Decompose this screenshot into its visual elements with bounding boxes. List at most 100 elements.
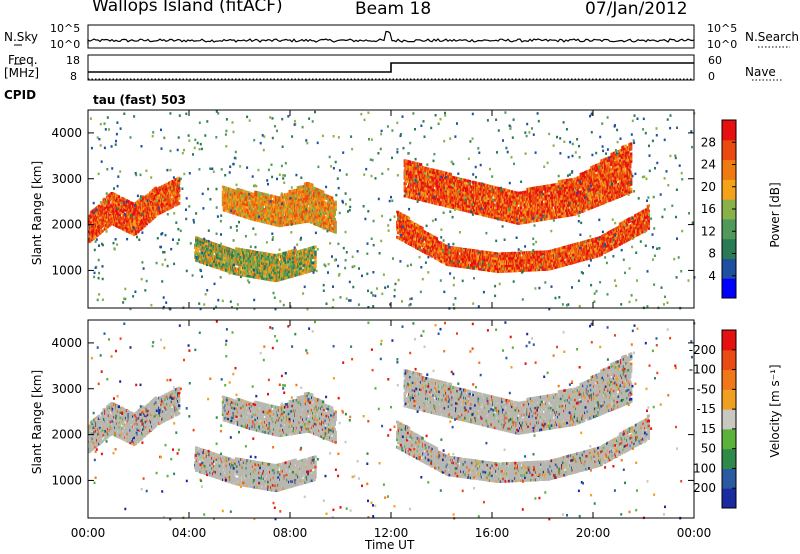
power-cell — [296, 273, 299, 277]
power-cell — [334, 220, 337, 224]
power-cell — [466, 253, 469, 257]
power-cell — [223, 268, 226, 272]
power-cell — [501, 270, 504, 273]
power-cell — [120, 219, 123, 223]
power-cell — [317, 206, 320, 210]
power-cell — [160, 190, 164, 194]
power-cell — [518, 269, 522, 272]
power-cell — [302, 218, 305, 221]
power-cell — [568, 257, 571, 260]
power-cell — [310, 221, 313, 224]
power-cell — [317, 221, 320, 225]
power-cell — [332, 215, 336, 218]
power-cell — [127, 200, 130, 204]
power-cell — [206, 255, 210, 259]
power-cell — [310, 205, 313, 209]
power-cell — [423, 237, 426, 241]
power-cell — [280, 265, 284, 268]
power-cell — [262, 274, 266, 278]
power-cell — [253, 273, 257, 276]
power-cell — [589, 251, 592, 255]
power-cell — [463, 255, 467, 259]
power-cell — [160, 193, 163, 197]
power-cell — [407, 217, 411, 220]
power-cell — [227, 210, 230, 213]
power-cell — [318, 189, 321, 192]
power-cell — [239, 191, 243, 195]
power-cell — [288, 210, 291, 213]
power-cell — [238, 206, 241, 209]
power-cell — [272, 195, 275, 198]
power-cell — [548, 265, 551, 268]
power-cell — [169, 196, 172, 200]
power-cell — [296, 255, 299, 259]
power-cell — [426, 232, 430, 236]
power-cell — [178, 196, 181, 200]
power-cell — [280, 262, 284, 266]
power-cell — [235, 212, 238, 216]
power-cell — [424, 243, 427, 247]
power-cell — [268, 222, 272, 225]
power-cell — [155, 211, 158, 214]
power-cell — [481, 265, 485, 269]
power-cell — [154, 214, 157, 218]
power-cell — [270, 204, 273, 208]
power-cell — [104, 219, 107, 223]
power-cell — [334, 223, 337, 227]
power-cell — [471, 261, 475, 265]
power-cell — [333, 217, 336, 221]
power-cell — [260, 217, 263, 221]
power-cell — [214, 263, 218, 267]
power-cell — [273, 253, 276, 257]
power-cell — [315, 223, 318, 226]
power-cell — [140, 212, 143, 216]
power-cell — [566, 250, 569, 253]
power-cell — [331, 199, 335, 203]
power-cell — [296, 270, 299, 274]
power-cell — [289, 189, 292, 193]
power-cell — [551, 266, 554, 270]
power-cell — [232, 272, 236, 275]
power-cell — [309, 200, 312, 204]
power-cell — [88, 217, 91, 221]
power-cell — [270, 253, 274, 257]
power-cell — [239, 265, 242, 269]
power-cell — [248, 259, 251, 263]
power-cell — [310, 261, 314, 265]
power-cell — [308, 269, 312, 273]
power-cell — [132, 212, 135, 216]
power-cell — [231, 206, 235, 210]
power-cell — [303, 197, 306, 201]
power-cell — [299, 265, 302, 268]
power-cell — [237, 252, 240, 256]
power-cell — [111, 219, 114, 223]
power-cell — [109, 195, 112, 198]
power-cell — [205, 247, 209, 251]
power-cell — [249, 267, 252, 271]
power-cell — [313, 212, 317, 216]
power-cell — [330, 196, 334, 200]
power-cell — [314, 202, 318, 206]
power-cell — [228, 257, 231, 261]
power-cell — [123, 198, 126, 201]
power-cell — [570, 254, 573, 257]
nsky-line — [87, 30, 695, 44]
power-cell — [304, 200, 308, 203]
power-cell — [213, 260, 216, 263]
power-cell — [171, 179, 175, 183]
power-cell — [178, 186, 181, 190]
power-cell — [119, 206, 122, 210]
power-cell — [158, 199, 161, 203]
power-cell — [207, 263, 210, 267]
power-cell — [457, 262, 460, 266]
power-cell — [256, 271, 259, 274]
power-cell — [327, 207, 330, 211]
power-cell — [141, 226, 144, 230]
power-cell — [400, 218, 403, 221]
power-cell — [269, 265, 272, 269]
power-cell — [98, 216, 102, 220]
power-cell — [508, 252, 512, 255]
power-cell — [163, 183, 166, 187]
power-cell — [111, 212, 114, 216]
power-cell — [88, 234, 92, 238]
